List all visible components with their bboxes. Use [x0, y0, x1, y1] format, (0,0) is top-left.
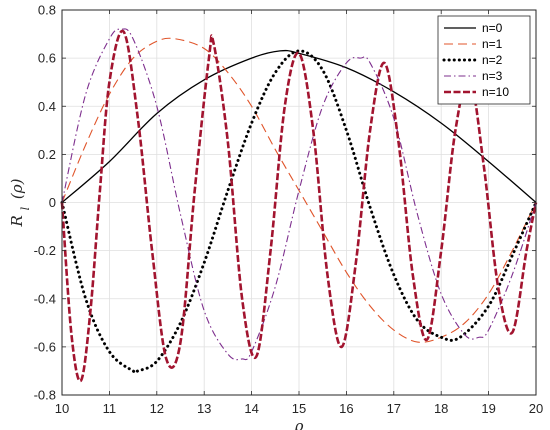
y-axis-label-arg: (ρ)	[8, 178, 26, 199]
x-tick-label: 19	[481, 401, 495, 416]
x-tick-label: 14	[244, 401, 258, 416]
x-tick-label: 12	[150, 401, 164, 416]
legend-label-1: n=1	[482, 37, 503, 51]
x-tick-label: 15	[292, 401, 306, 416]
y-tick-label: 0.2	[38, 147, 56, 162]
x-tick-label: 20	[529, 401, 543, 416]
y-tick-label: -0.4	[34, 291, 56, 306]
x-tick-label: 11	[103, 401, 117, 416]
tick-labels: 10 11 12 13 14 15 16 17 18 19 20 -0.8 -0.6 -0.4 -0.2 0 0…	[34, 3, 544, 417]
legend-label-2: n=2	[482, 53, 503, 67]
x-axis-label: ρ	[294, 417, 304, 430]
axis-ticks	[61, 9, 537, 396]
y-tick-label: 0.6	[38, 51, 56, 66]
legend-label-3: n=3	[482, 69, 503, 83]
y-tick-label: 0	[49, 195, 56, 210]
y-axis-label-main: R	[8, 215, 26, 227]
series-line-3	[61, 28, 537, 361]
y-tick-label: -0.2	[34, 243, 56, 258]
y-tick-label: -0.8	[34, 388, 56, 403]
x-tick-label: 18	[434, 401, 448, 416]
series-line-4	[60, 29, 538, 383]
x-tick-label: 16	[339, 401, 353, 416]
series-line-0	[61, 49, 537, 203]
y-tick-label: -0.6	[34, 339, 56, 354]
legend-label-0: n=0	[482, 21, 503, 35]
series-line-1	[61, 37, 537, 343]
legend: n=0 n=1 n=2 n=3 n=10	[437, 15, 531, 105]
series-lines	[60, 28, 538, 383]
svg-text:R l (ρ): R l (ρ)	[8, 178, 32, 227]
x-tick-label: 10	[55, 401, 69, 416]
y-tick-label: 0.4	[38, 99, 56, 114]
series-line-2	[60, 49, 538, 375]
y-axis-label-sub: l	[19, 206, 32, 210]
y-tick-label: 0.8	[38, 3, 56, 18]
x-tick-label: 17	[387, 401, 401, 416]
legend-label-4: n=10	[482, 85, 509, 99]
y-axis-label: R l (ρ)	[8, 178, 32, 227]
x-tick-label: 13	[197, 401, 211, 416]
